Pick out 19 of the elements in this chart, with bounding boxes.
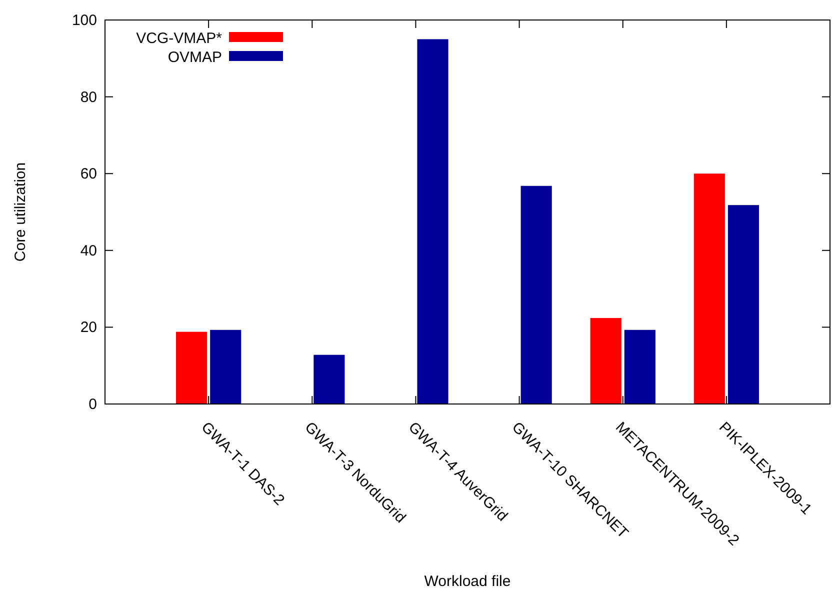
x-axis-title: Workload file (424, 573, 511, 590)
bar (314, 354, 345, 404)
legend-label: VCG-VMAP* (136, 30, 222, 47)
bar (176, 332, 208, 404)
bar (417, 39, 448, 404)
legend-label: OVMAP (168, 49, 222, 66)
y-tick-label: 100 (72, 12, 97, 29)
bar (728, 205, 759, 404)
bar (590, 318, 622, 404)
bar (520, 186, 552, 404)
y-tick-label: 60 (80, 166, 97, 183)
bar (210, 330, 242, 404)
y-axis-title: Core utilization (12, 162, 29, 262)
y-tick-label: 0 (88, 396, 97, 413)
y-tick-label: 40 (80, 242, 97, 260)
y-tick-label: 20 (80, 319, 97, 336)
bar (694, 174, 725, 404)
bar (624, 330, 656, 404)
y-tick-label: 80 (80, 88, 97, 106)
